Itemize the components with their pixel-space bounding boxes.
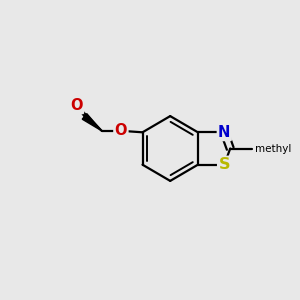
Text: S: S xyxy=(218,157,230,172)
Polygon shape xyxy=(82,114,102,131)
Text: O: O xyxy=(70,98,83,113)
Text: O: O xyxy=(115,123,127,138)
Text: N: N xyxy=(218,125,230,140)
Text: methyl: methyl xyxy=(255,143,291,154)
